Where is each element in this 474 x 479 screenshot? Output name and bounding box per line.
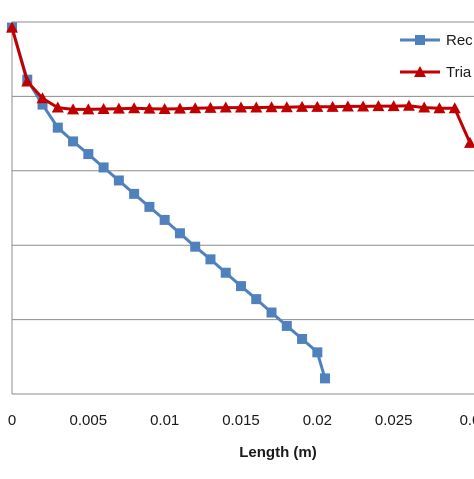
data-point	[220, 267, 231, 278]
data-point	[265, 101, 278, 113]
data-point	[387, 100, 400, 112]
data-point	[36, 92, 49, 104]
data-point	[37, 99, 48, 110]
data-point	[143, 102, 156, 114]
data-point	[219, 101, 232, 113]
data-point	[341, 100, 354, 112]
series-line	[10, 27, 472, 144]
legend: Rec Tria	[400, 32, 473, 81]
series-group	[6, 21, 474, 384]
data-point	[266, 307, 277, 318]
series-line	[10, 27, 327, 379]
data-point	[281, 320, 292, 331]
data-point	[97, 103, 110, 115]
data-point	[402, 99, 415, 111]
data-point	[250, 101, 263, 113]
data-point	[319, 373, 330, 384]
data-point	[52, 122, 63, 133]
series-tria	[6, 21, 474, 148]
data-point	[372, 100, 385, 112]
data-point	[312, 347, 323, 358]
data-point	[280, 101, 293, 113]
data-point	[158, 103, 171, 115]
x-tick-label: 0.02	[303, 412, 332, 429]
data-point	[205, 254, 216, 265]
data-point	[236, 281, 246, 292]
legend-label: Tria	[446, 64, 472, 81]
data-point	[82, 103, 95, 115]
data-point	[326, 100, 339, 112]
x-tick-label: 0.015	[222, 412, 260, 429]
data-point	[311, 100, 324, 112]
x-tick-label: 0	[8, 412, 16, 429]
data-point	[173, 102, 186, 114]
legend-marker	[414, 66, 426, 77]
data-point	[433, 102, 446, 114]
data-point	[144, 201, 155, 212]
legend-label: Rec	[446, 32, 473, 49]
data-point	[297, 333, 308, 344]
data-point	[21, 75, 34, 87]
data-point	[357, 100, 370, 112]
gridlines	[12, 21, 474, 395]
data-point	[6, 21, 18, 33]
x-tick-label: 0.005	[70, 412, 108, 429]
x-axis-title: Length (m)	[239, 444, 316, 461]
data-point	[51, 101, 64, 113]
x-tick-label: 0.01	[150, 412, 179, 429]
data-point	[83, 149, 94, 160]
legend-entry: Tria	[400, 64, 472, 81]
data-point	[448, 102, 461, 114]
x-tick-label: 0.0	[460, 412, 474, 429]
data-point	[418, 101, 431, 113]
data-point	[189, 102, 202, 114]
data-point	[296, 100, 309, 112]
axis-labels: Length (m)	[239, 444, 316, 461]
x-tick-label: 0.025	[375, 412, 413, 429]
axes: 0 0.005 0.01 0.015 0.02 0.025 0.0	[8, 22, 474, 429]
data-point	[68, 136, 79, 147]
data-point	[113, 175, 124, 186]
legend-marker	[415, 35, 425, 45]
data-point	[67, 103, 80, 115]
series-rec	[7, 22, 330, 384]
data-point	[129, 188, 140, 199]
legend-entry: Rec	[400, 32, 473, 49]
data-point	[190, 241, 201, 252]
data-point	[204, 101, 217, 113]
data-point	[98, 162, 109, 173]
data-point	[128, 102, 141, 114]
data-point	[251, 294, 262, 305]
data-point	[235, 101, 247, 113]
data-point	[464, 136, 474, 148]
data-point	[112, 102, 125, 114]
data-point	[174, 228, 185, 239]
data-point	[159, 214, 170, 225]
